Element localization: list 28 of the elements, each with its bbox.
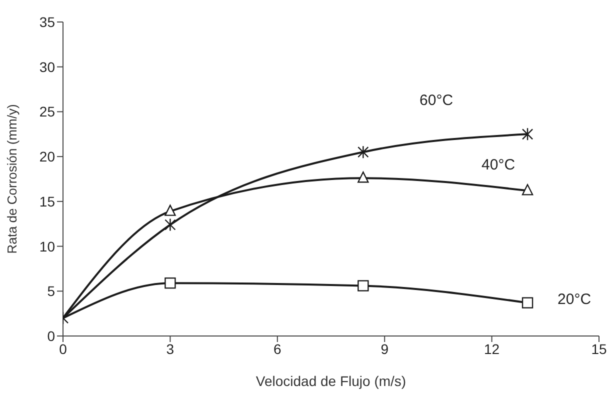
y-tick-label: 15: [39, 193, 56, 210]
series-label: 20°C: [558, 290, 592, 308]
point: [164, 218, 176, 232]
point: [358, 145, 369, 159]
y-tick-label: 0: [47, 328, 56, 344]
point: [164, 277, 176, 289]
x-axis-title: Velocidad de Flujo (m/s): [256, 373, 406, 389]
y-tick-label: 35: [39, 14, 56, 30]
point: [522, 184, 534, 196]
point: [358, 280, 369, 292]
x-tick-label: 3: [166, 340, 174, 357]
y-tick-label: 25: [39, 104, 56, 120]
y-axis-title: Rata de Corrosión (mm/y): [4, 104, 20, 254]
y-tick-label: 30: [39, 58, 56, 75]
x-tick-label: 6: [274, 340, 282, 357]
point: [522, 297, 534, 308]
series-label: 40°C: [482, 156, 516, 174]
x-tick-label: 15: [591, 340, 607, 357]
point: [522, 128, 534, 141]
x-tick-label: 0: [59, 340, 68, 357]
y-tick-label: 5: [47, 283, 56, 300]
y-tick-label: 20: [39, 148, 56, 165]
x-tick-label: 12: [484, 340, 500, 357]
point: [358, 172, 369, 183]
y-tick-label: 10: [39, 238, 56, 254]
x-tick-label: 9: [380, 340, 389, 357]
point: [164, 204, 176, 216]
series-label: 60°C: [420, 92, 454, 110]
